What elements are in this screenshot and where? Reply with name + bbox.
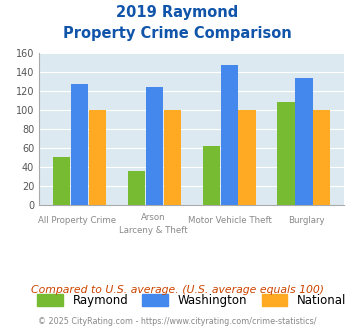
Text: Compared to U.S. average. (U.S. average equals 100): Compared to U.S. average. (U.S. average … [31, 285, 324, 295]
Bar [164, 110, 181, 205]
Text: Arson: Arson [141, 213, 166, 222]
Bar [128, 171, 145, 205]
Bar [203, 146, 220, 205]
Legend: Raymond, Washington, National: Raymond, Washington, National [32, 289, 351, 312]
Text: © 2025 CityRating.com - https://www.cityrating.com/crime-statistics/: © 2025 CityRating.com - https://www.city… [38, 317, 317, 326]
Bar [53, 157, 70, 205]
Bar [220, 65, 238, 205]
Bar [313, 110, 331, 205]
Bar [277, 102, 295, 205]
Text: Larceny & Theft: Larceny & Theft [119, 226, 188, 235]
Text: Burglary: Burglary [288, 216, 324, 225]
Bar [239, 110, 256, 205]
Text: 2019 Raymond: 2019 Raymond [116, 5, 239, 20]
Bar [295, 79, 312, 205]
Text: Motor Vehicle Theft: Motor Vehicle Theft [188, 216, 272, 225]
Bar [146, 87, 163, 205]
Text: Property Crime Comparison: Property Crime Comparison [63, 26, 292, 41]
Bar [89, 110, 106, 205]
Text: All Property Crime: All Property Crime [38, 216, 116, 225]
Bar [71, 84, 88, 205]
